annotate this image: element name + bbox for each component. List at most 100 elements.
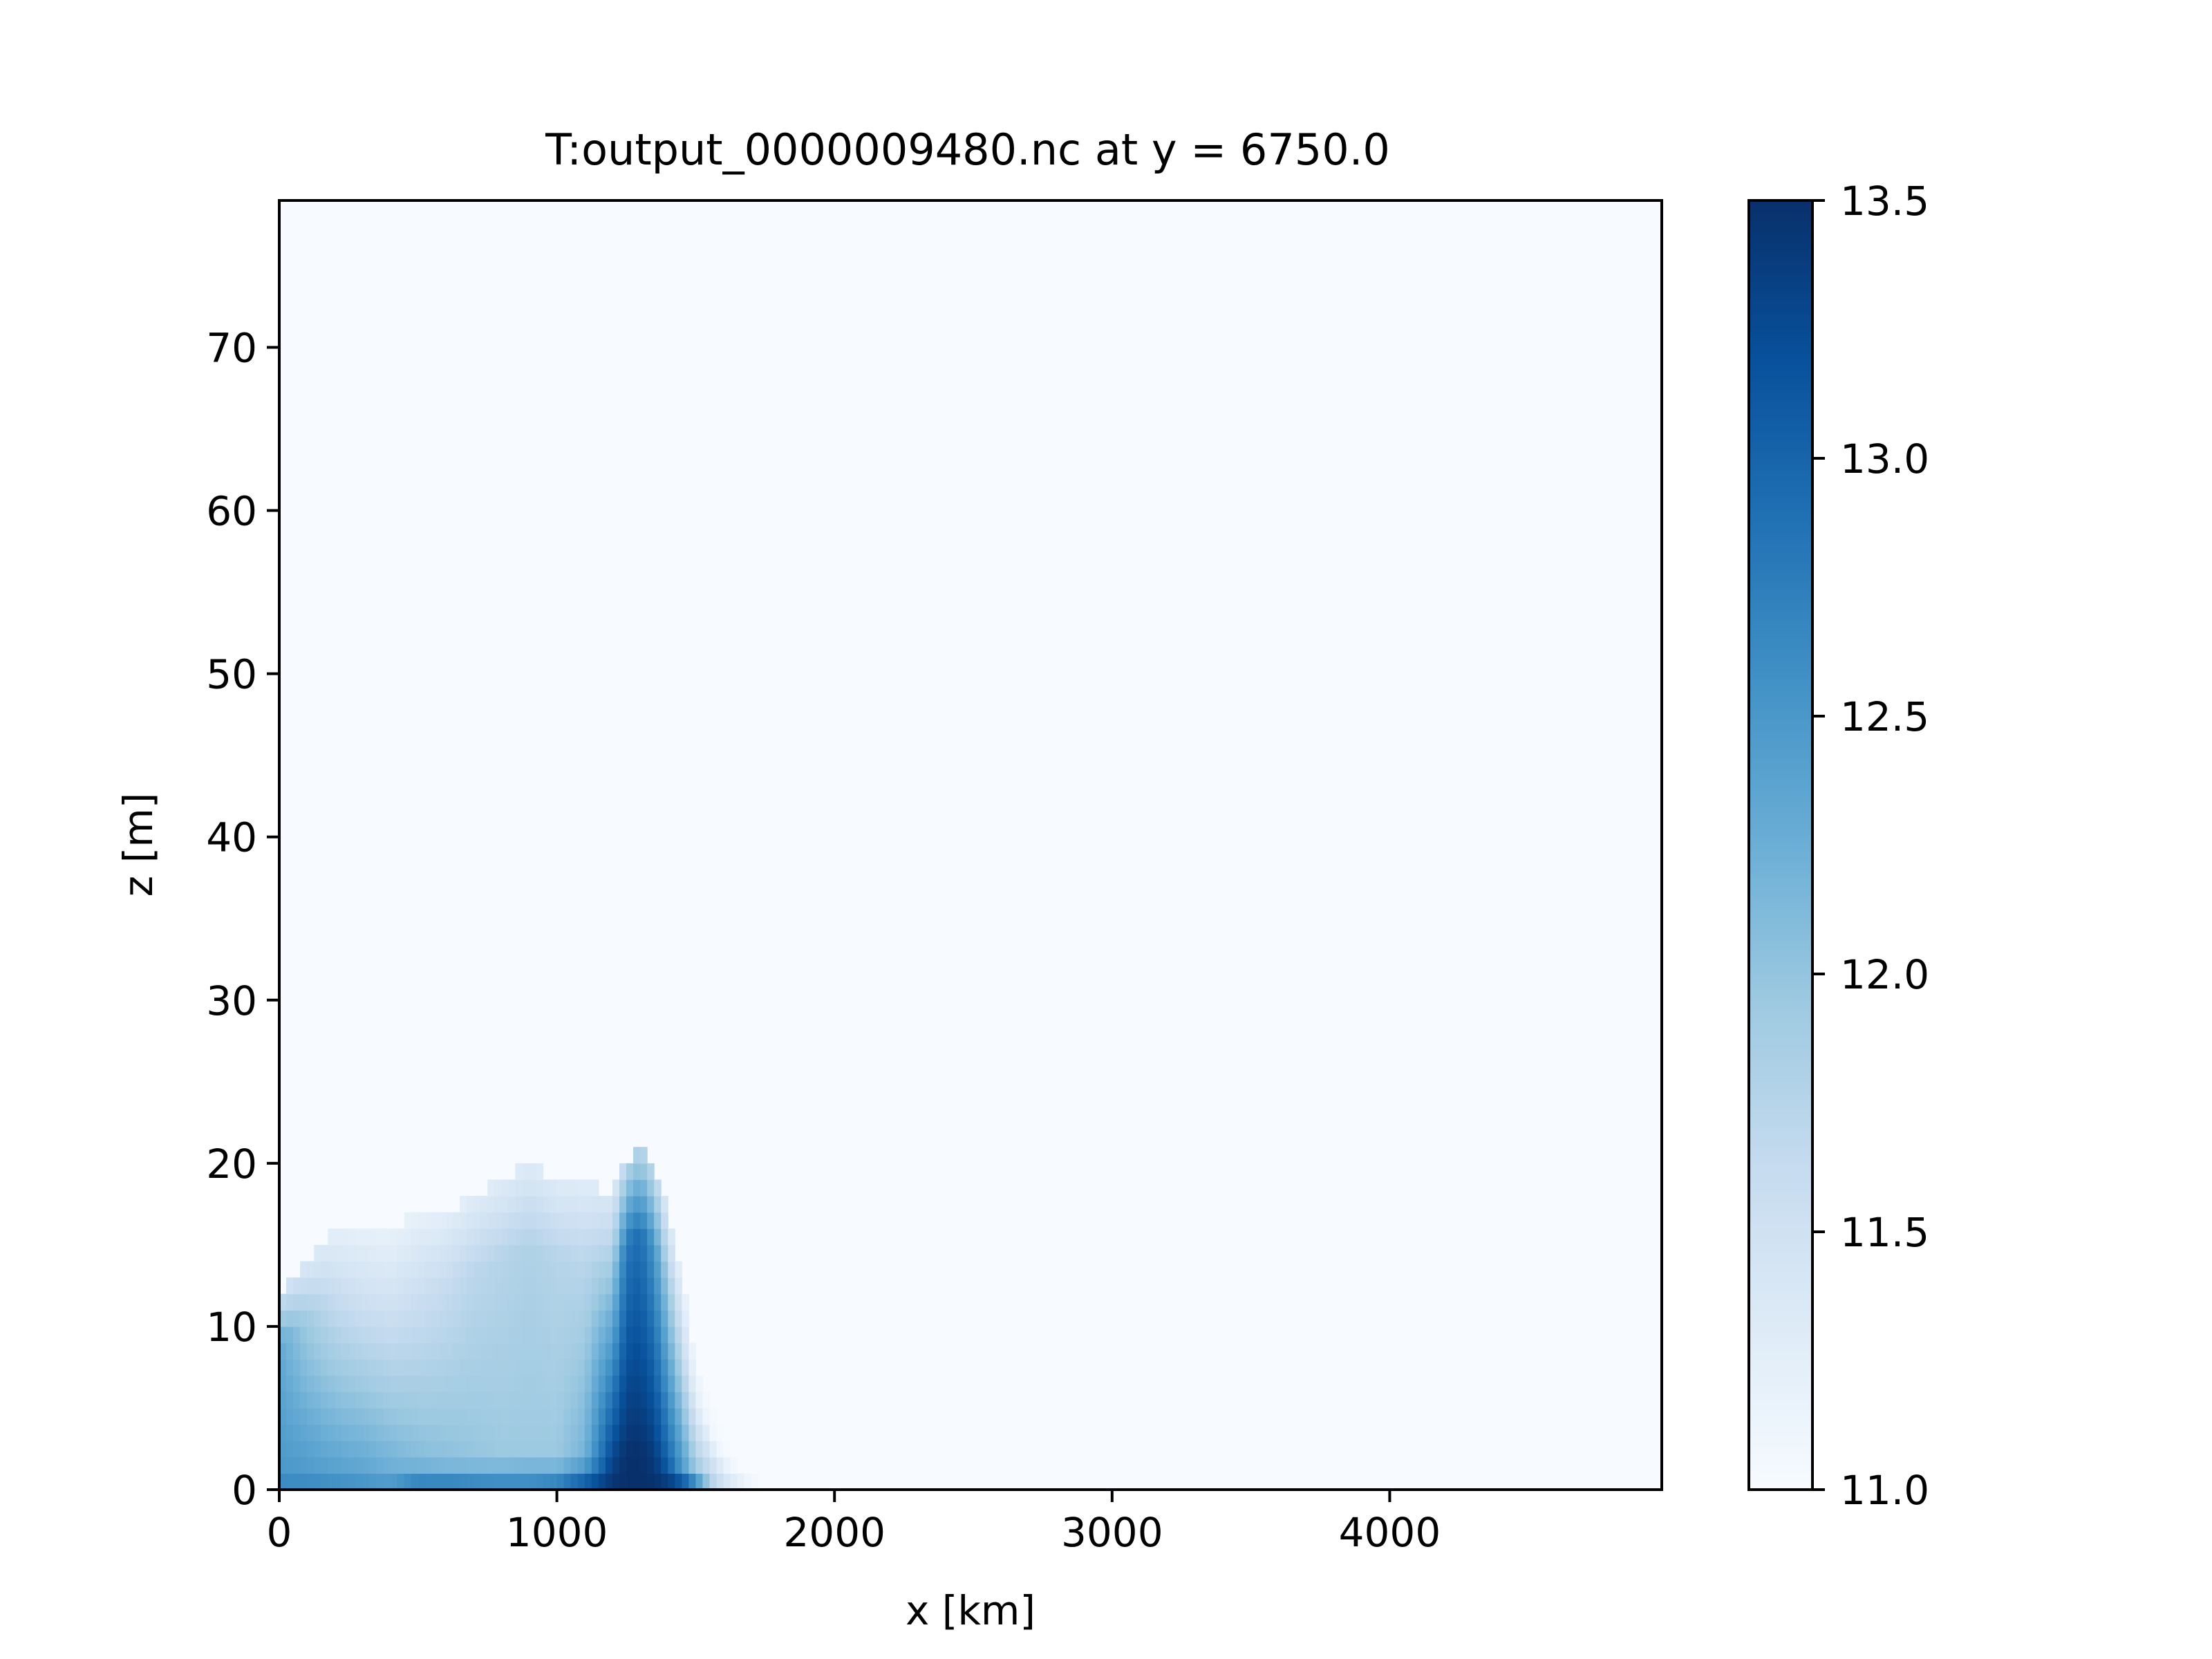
- heatmap-cell: [647, 1179, 655, 1197]
- heatmap-cell: [619, 1310, 627, 1327]
- heatmap-cell: [682, 1326, 689, 1344]
- heatmap-cell: [647, 1441, 655, 1458]
- heatmap-cell: [474, 1244, 481, 1262]
- heatmap-cell: [570, 1359, 579, 1376]
- heatmap-cell: [431, 1310, 440, 1327]
- heatmap-cell: [445, 1293, 453, 1311]
- heatmap-cell: [668, 1375, 675, 1392]
- heatmap-cell: [640, 1212, 648, 1229]
- heatmap-cell: [661, 1326, 668, 1344]
- heatmap-cell: [411, 1326, 419, 1344]
- heatmap-cell: [431, 1456, 440, 1474]
- heatmap-cell: [383, 1391, 391, 1409]
- heatmap-cell: [293, 1326, 301, 1344]
- heatmap-cell: [682, 1424, 689, 1441]
- heatmap-cell: [584, 1391, 592, 1409]
- heatmap-cell: [460, 1196, 467, 1213]
- heatmap-cell: [647, 1424, 655, 1441]
- heatmap-cell: [279, 1342, 287, 1360]
- heatmap-cell: [529, 1375, 537, 1392]
- heatmap-cell: [445, 1261, 453, 1278]
- heatmap-cell: [453, 1441, 460, 1458]
- heatmap-cell: [383, 1359, 391, 1376]
- heatmap-cell: [570, 1244, 579, 1262]
- heatmap-cell: [661, 1473, 668, 1490]
- heatmap-cell: [487, 1293, 495, 1311]
- heatmap-cell: [654, 1342, 662, 1360]
- heatmap-cell: [619, 1326, 627, 1344]
- heatmap-cell: [577, 1473, 585, 1490]
- heatmap-cell: [438, 1261, 447, 1278]
- heatmap-cell: [474, 1375, 481, 1392]
- heatmap-cell: [556, 1391, 565, 1409]
- heatmap-cell: [460, 1212, 467, 1229]
- heatmap-cell: [390, 1441, 398, 1458]
- heatmap-cell: [543, 1407, 551, 1425]
- heatmap-cell: [640, 1441, 648, 1458]
- heatmap-cell: [647, 1310, 655, 1327]
- heatmap-cell: [487, 1326, 495, 1344]
- heatmap-cell: [438, 1441, 447, 1458]
- heatmap-cell: [675, 1441, 682, 1458]
- heatmap-cell: [431, 1359, 440, 1376]
- heatmap-cell: [654, 1326, 662, 1344]
- heatmap-cell: [556, 1359, 565, 1376]
- heatmap-cell: [501, 1212, 509, 1229]
- heatmap-cell: [355, 1456, 364, 1474]
- heatmap-cell: [404, 1375, 412, 1392]
- heatmap-cell: [467, 1456, 474, 1474]
- heatmap-cell: [328, 1244, 335, 1262]
- heatmap-cell: [397, 1228, 405, 1246]
- heatmap-cell: [328, 1310, 335, 1327]
- heatmap-cell: [411, 1228, 419, 1246]
- y-tick-label: 50: [206, 651, 257, 698]
- heatmap-cell: [321, 1342, 328, 1360]
- heatmap-cell: [543, 1456, 551, 1474]
- heatmap-cell: [577, 1375, 585, 1392]
- heatmap-cell: [640, 1196, 648, 1213]
- heatmap-cell: [460, 1244, 467, 1262]
- heatmap-cell: [591, 1196, 599, 1213]
- heatmap-cell: [404, 1456, 412, 1474]
- heatmap-cell: [647, 1212, 655, 1229]
- heatmap-cell: [314, 1342, 321, 1360]
- heatmap-cell: [467, 1228, 474, 1246]
- heatmap-cell: [654, 1407, 662, 1425]
- heatmap-cell: [591, 1277, 599, 1295]
- heatmap-cell: [675, 1375, 682, 1392]
- heatmap-cell: [598, 1407, 606, 1425]
- heatmap-cell: [348, 1456, 357, 1474]
- heatmap-cell: [570, 1326, 579, 1344]
- heatmap-cell: [529, 1293, 537, 1311]
- heatmap-cell: [307, 1441, 315, 1458]
- heatmap-cell: [355, 1277, 364, 1295]
- heatmap-cell: [494, 1456, 502, 1474]
- heatmap-cell: [633, 1147, 641, 1164]
- heatmap-cell: [570, 1293, 579, 1311]
- heatmap-cell: [598, 1424, 606, 1441]
- heatmap-cell: [453, 1391, 460, 1409]
- heatmap-cell: [474, 1261, 481, 1278]
- heatmap-cell: [424, 1293, 433, 1311]
- heatmap-cell: [369, 1342, 377, 1360]
- heatmap-cell: [598, 1359, 606, 1376]
- heatmap-cell: [397, 1456, 405, 1474]
- heatmap-cell: [591, 1473, 599, 1490]
- heatmap-cell: [487, 1359, 495, 1376]
- heatmap-cell: [522, 1407, 530, 1425]
- heatmap-cell: [563, 1391, 572, 1409]
- heatmap-cell: [605, 1407, 613, 1425]
- heatmap-cell: [591, 1212, 599, 1229]
- heatmap-cell: [550, 1310, 558, 1327]
- heatmap-cell: [480, 1196, 488, 1213]
- heatmap-cell: [633, 1163, 641, 1181]
- heatmap-cell: [640, 1163, 648, 1181]
- heatmap-cell: [383, 1310, 391, 1327]
- heatmap-cell: [424, 1228, 433, 1246]
- heatmap-cell: [577, 1244, 585, 1262]
- heatmap-cell: [341, 1391, 349, 1409]
- heatmap-cell: [411, 1375, 419, 1392]
- heatmap-cell: [515, 1407, 523, 1425]
- heatmap-cell: [647, 1407, 655, 1425]
- heatmap-cell: [335, 1473, 342, 1490]
